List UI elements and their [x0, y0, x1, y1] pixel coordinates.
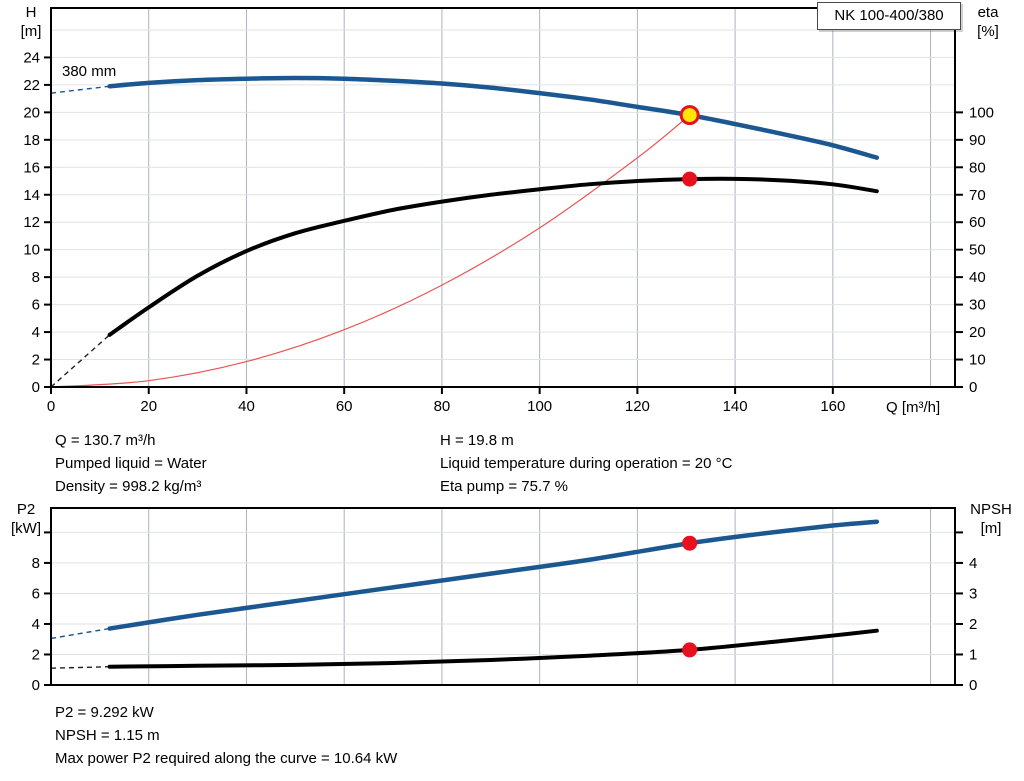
- svg-text:120: 120: [625, 398, 650, 415]
- annotation-max-power: Max power P2 required along the curve = …: [55, 750, 398, 767]
- svg-text:20: 20: [969, 324, 986, 341]
- annotation-npsh: NPSH = 1.15 m: [55, 727, 160, 744]
- duty-point-p2: [682, 535, 698, 551]
- svg-text:20: 20: [140, 398, 157, 415]
- svg-text:8: 8: [32, 555, 40, 572]
- svg-text:2: 2: [969, 616, 977, 633]
- svg-text:80: 80: [969, 159, 986, 176]
- plot-frame: [50, 7, 956, 388]
- series: [50, 519, 880, 669]
- eta-axis-label-line2: [%]: [977, 23, 999, 40]
- duty-point-markers: [682, 535, 698, 658]
- svg-text:40: 40: [238, 398, 255, 415]
- p2-axis-label: P2 [kW]: [4, 500, 48, 538]
- svg-text:60: 60: [969, 214, 986, 231]
- annotation-p2: P2 = 9.292 kW: [55, 704, 154, 721]
- npsh-axis-label-line2: [m]: [980, 520, 1002, 537]
- svg-text:18: 18: [23, 132, 40, 149]
- svg-text:6: 6: [32, 297, 40, 314]
- svg-text:24: 24: [23, 49, 40, 66]
- axis-ticks: 0246810121416182022240102030405060708090…: [23, 49, 994, 415]
- duty-point-eta: [682, 171, 698, 187]
- svg-text:0: 0: [969, 677, 977, 694]
- svg-text:2: 2: [32, 646, 40, 663]
- q-axis-label: Q [m³/h]: [886, 399, 941, 416]
- svg-text:0: 0: [47, 398, 55, 415]
- annotation-h: H = 19.8 m: [440, 432, 514, 449]
- svg-text:10: 10: [23, 242, 40, 259]
- svg-text:0: 0: [32, 379, 40, 396]
- p2-axis-label-line2: [kW]: [11, 520, 41, 537]
- annotation-q: Q = 130.7 m³/h: [55, 432, 156, 449]
- svg-text:20: 20: [23, 104, 40, 121]
- power-annotations: P2 = 9.292 kW NPSH = 1.15 m Max power P2…: [55, 701, 397, 770]
- h-axis-label-line2: [m]: [20, 23, 42, 40]
- annotation-eta-pump: Eta pump = 75.7 %: [440, 478, 568, 495]
- annotation-density: Density = 998.2 kg/m³: [55, 478, 202, 495]
- h-axis-label: H [m]: [12, 3, 50, 41]
- plot-frame: [50, 507, 956, 686]
- svg-text:160: 160: [820, 398, 845, 415]
- eta-axis-label: eta [%]: [965, 3, 1011, 41]
- svg-text:4: 4: [32, 616, 40, 633]
- impeller-diameter-label: 380 mm: [62, 63, 117, 80]
- svg-text:22: 22: [23, 77, 40, 94]
- axis-ticks: 0 2 4 6 8 0 1 2 3 4: [32, 531, 977, 694]
- svg-text:3: 3: [969, 585, 977, 602]
- svg-text:90: 90: [969, 132, 986, 149]
- annotation-pumped-liquid: Pumped liquid = Water: [55, 455, 207, 472]
- svg-text:2: 2: [32, 352, 40, 369]
- gridlines: [51, 508, 955, 685]
- svg-text:12: 12: [23, 214, 40, 231]
- svg-text:70: 70: [969, 187, 986, 204]
- npsh-axis-label-line1: NPSH: [970, 501, 1012, 518]
- npsh-axis-label: NPSH [m]: [962, 500, 1020, 538]
- duty-point-head: [679, 105, 700, 126]
- svg-text:140: 140: [723, 398, 748, 415]
- svg-text:100: 100: [527, 398, 552, 415]
- svg-text:50: 50: [969, 242, 986, 259]
- svg-text:0: 0: [32, 677, 40, 694]
- gridlines: [51, 8, 955, 387]
- annotation-liquid-temperature: Liquid temperature during operation = 20…: [440, 455, 733, 472]
- svg-text:4: 4: [969, 555, 977, 572]
- svg-text:6: 6: [32, 585, 40, 602]
- eta-axis-label-line1: eta: [977, 4, 999, 21]
- p2-npsh-chart: 0 2 4 6 8 0 1 2 3 4: [32, 507, 977, 694]
- svg-text:30: 30: [969, 297, 986, 314]
- h-axis-label-line1: H: [25, 4, 37, 21]
- duty-point-npsh: [682, 642, 698, 658]
- svg-text:80: 80: [434, 398, 451, 415]
- svg-text:14: 14: [23, 187, 40, 204]
- duty-annotations-left: Q = 130.7 m³/h Pumped liquid = Water Den…: [55, 429, 207, 498]
- duty-annotations-right: H = 19.8 m Liquid temperature during ope…: [440, 429, 732, 498]
- svg-text:8: 8: [32, 269, 40, 286]
- svg-text:10: 10: [969, 352, 986, 369]
- duty-point-markers: [679, 105, 700, 187]
- svg-text:100: 100: [969, 104, 994, 121]
- svg-text:4: 4: [32, 324, 40, 341]
- svg-text:60: 60: [336, 398, 353, 415]
- svg-text:40: 40: [969, 269, 986, 286]
- pump-model-box: NK 100-400/380: [817, 2, 961, 30]
- svg-text:1: 1: [969, 646, 977, 663]
- p2-axis-label-line1: P2: [16, 501, 36, 518]
- hq-eta-chart: 0246810121416182022240102030405060708090…: [23, 7, 994, 415]
- svg-text:16: 16: [23, 159, 40, 176]
- svg-text:0: 0: [969, 379, 977, 396]
- series: [50, 75, 880, 388]
